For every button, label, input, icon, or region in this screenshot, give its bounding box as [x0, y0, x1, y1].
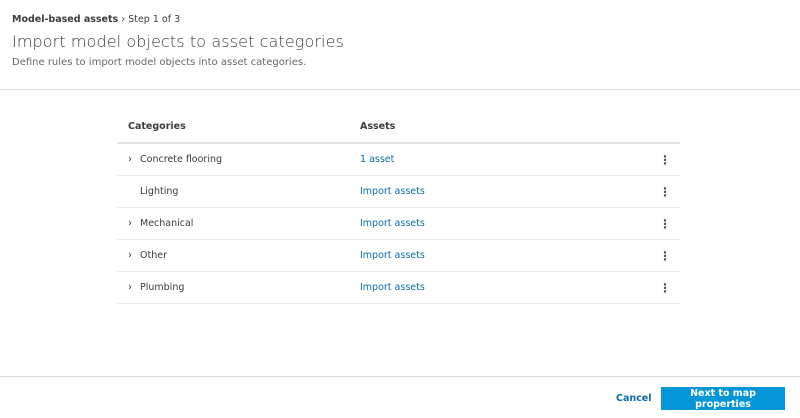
category-cell: › Mechanical: [117, 218, 360, 229]
breadcrumb-root[interactable]: Model-based assets: [12, 13, 119, 25]
cancel-button[interactable]: Cancel: [616, 393, 652, 404]
breadcrumb: Model-based assets › Step 1 of 3: [12, 12, 800, 26]
table-row: › Mechanical Import assets ⋮: [117, 208, 680, 240]
page-subtitle: Define rules to import model objects int…: [12, 57, 307, 68]
category-cell: › Concrete flooring: [117, 154, 360, 165]
footer-divider: [0, 376, 800, 377]
category-name: Concrete flooring: [140, 154, 223, 165]
table-header: Categories Assets: [117, 110, 680, 144]
header-divider: [0, 89, 800, 90]
assets-link[interactable]: 1 asset: [360, 154, 395, 165]
category-cell: Lighting: [117, 186, 360, 197]
chevron-right-icon[interactable]: ›: [128, 154, 132, 165]
table-row: › Other Import assets ⋮: [117, 240, 680, 272]
assets-link[interactable]: Import assets: [360, 218, 425, 229]
page-header: Model-based assets › Step 1 of 3 Import …: [12, 12, 800, 69]
column-header-assets: Assets: [360, 120, 396, 132]
category-name: Lighting: [140, 186, 179, 197]
page-title: Import model objects to asset categories: [12, 32, 344, 51]
table-row: › Concrete flooring 1 asset ⋮: [117, 144, 680, 176]
assets-link[interactable]: Import assets: [360, 250, 425, 261]
category-name: Mechanical: [140, 218, 194, 229]
category-name: Other: [140, 250, 167, 261]
assets-cell: Import assets: [360, 186, 650, 197]
breadcrumb-current: Step 1 of 3: [128, 13, 181, 25]
more-options-icon[interactable]: ⋮: [659, 184, 671, 199]
categories-table: Categories Assets › Concrete flooring 1 as…: [117, 110, 680, 304]
assets-link[interactable]: Import assets: [360, 186, 425, 197]
table-row: › Plumbing Import assets ⋮: [117, 272, 680, 304]
chevron-right-icon: ›: [121, 13, 126, 25]
table-row: Lighting Import assets ⋮: [117, 176, 680, 208]
assets-cell: Import assets: [360, 218, 650, 229]
chevron-right-icon[interactable]: ›: [128, 218, 132, 229]
assets-cell: Import assets: [360, 282, 650, 293]
category-cell: › Other: [117, 250, 360, 261]
chevron-right-icon[interactable]: ›: [128, 250, 132, 261]
more-options-icon[interactable]: ⋮: [659, 280, 671, 295]
category-cell: › Plumbing: [117, 282, 360, 293]
assets-cell: Import assets: [360, 250, 650, 261]
category-name: Plumbing: [140, 282, 185, 293]
more-options-icon[interactable]: ⋮: [659, 216, 671, 231]
next-button[interactable]: Next to map properties: [661, 387, 785, 410]
chevron-right-icon[interactable]: ›: [128, 282, 132, 293]
assets-cell: 1 asset: [360, 154, 650, 165]
assets-link[interactable]: Import assets: [360, 282, 425, 293]
more-options-icon[interactable]: ⋮: [659, 248, 671, 263]
more-options-icon[interactable]: ⋮: [659, 152, 671, 167]
column-header-categories: Categories: [128, 120, 186, 132]
